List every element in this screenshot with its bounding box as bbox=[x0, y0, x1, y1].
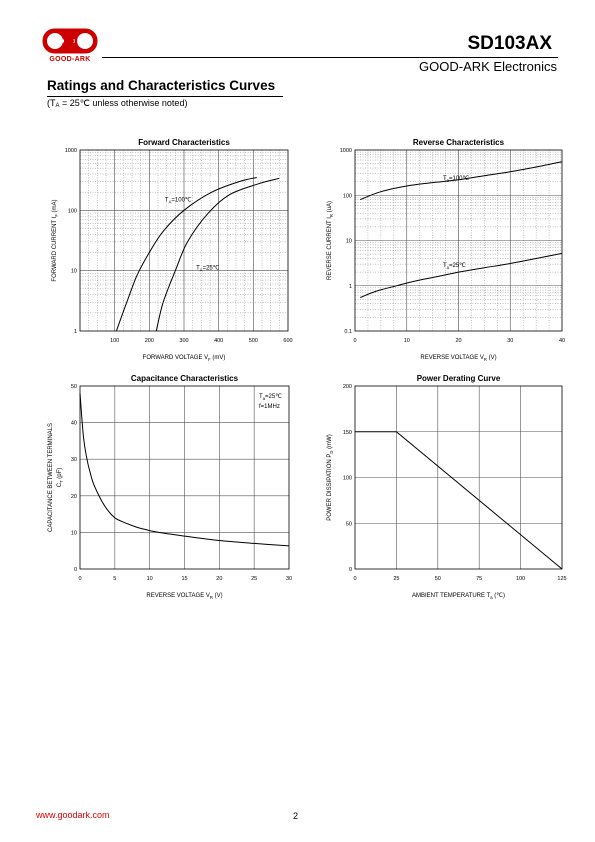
note-prefix: (T bbox=[47, 98, 56, 108]
x-tick-label: 10 bbox=[404, 338, 410, 344]
y-tick-label: 10 bbox=[71, 530, 77, 536]
plot-frame bbox=[79, 385, 290, 570]
x-tick-label: 100 bbox=[516, 576, 525, 582]
section-title: Ratings and Characteristics Curves bbox=[47, 78, 276, 93]
header-rule bbox=[102, 57, 558, 58]
y-tick-label: 1000 bbox=[65, 148, 77, 154]
x-tick-label: 10 bbox=[147, 576, 153, 582]
series-label-0: TA=100℃ bbox=[165, 198, 192, 205]
y-tick-label: 0 bbox=[74, 567, 77, 573]
series-line-0 bbox=[360, 161, 563, 201]
y-axis-label: FORWARD CURRENT IF (mA) bbox=[52, 199, 59, 281]
x-tick-label: 30 bbox=[507, 338, 513, 344]
x-tick-label: 75 bbox=[476, 576, 482, 582]
y-tick-label: 1 bbox=[349, 284, 352, 290]
chart-title: Forward Characteristics bbox=[138, 138, 230, 147]
y-tick-label: 10 bbox=[71, 269, 77, 275]
company-name: GOOD-ARK Electronics bbox=[419, 59, 557, 74]
annotation-frequency: f=1MHz bbox=[259, 404, 280, 410]
series-line-0 bbox=[115, 177, 257, 332]
section-note: (TA = 25℃ unless otherwise noted) bbox=[47, 98, 187, 109]
power-derating-chart: Power Derating Curve 0 25 50 75 100 125 0 50 100 1… bbox=[327, 374, 567, 600]
x-tick-label: 25 bbox=[251, 576, 257, 582]
x-tick-label: 30 bbox=[286, 576, 292, 582]
x-tick-label: 500 bbox=[249, 338, 258, 344]
logo-text: GOOD-ARK bbox=[49, 56, 91, 63]
plot-frame bbox=[354, 385, 563, 570]
y-tick-label: 100 bbox=[343, 476, 352, 482]
y-tick-label: 0.1 bbox=[344, 329, 352, 335]
forward-characteristics-chart: Forward Characteristics 100 200 300 400 500 60… bbox=[52, 138, 293, 362]
chart-title: Power Derating Curve bbox=[417, 374, 501, 383]
x-axis-label: REVERSE VOLTAGE VR (V) bbox=[146, 593, 222, 600]
footer-website-link[interactable]: www.goodark.com bbox=[36, 810, 110, 820]
y-tick-label: 0 bbox=[349, 567, 352, 573]
reverse-characteristics-chart: Reverse Characteristics 0 10 20 30 40 0.1 1 10 10… bbox=[327, 138, 565, 362]
y-tick-label: 100 bbox=[343, 193, 352, 199]
x-tick-label: 50 bbox=[435, 576, 441, 582]
good-ark-logo bbox=[42, 28, 98, 54]
series-label-0: Ta=100℃ bbox=[443, 176, 470, 183]
y-axis-label: POWER DISSIPATION PD (mW) bbox=[327, 434, 334, 520]
page-number: 2 bbox=[293, 811, 299, 821]
series-label-1: TA=25℃ bbox=[196, 265, 220, 272]
x-tick-label: 40 bbox=[559, 338, 565, 344]
x-axis-label: AMBIENT TEMPERATURE Ta (℃) bbox=[412, 593, 505, 600]
chart-title: Reverse Characteristics bbox=[413, 138, 505, 147]
y-axis-label-symbol: CT (pF) bbox=[57, 468, 64, 488]
x-tick-label: 300 bbox=[179, 338, 188, 344]
note-suffix: = 25℃ unless otherwise noted) bbox=[59, 98, 188, 108]
x-axis-label: FORWARD VOLTAGE VF (mV) bbox=[143, 355, 226, 362]
x-axis-label: REVERSE VOLTAGE VR (V) bbox=[420, 355, 496, 362]
x-tick-label: 15 bbox=[181, 576, 187, 582]
chart-title: Capacitance Characteristics bbox=[131, 374, 239, 383]
y-tick-label: 10 bbox=[346, 239, 352, 245]
x-tick-label: 20 bbox=[455, 338, 461, 344]
x-tick-label: 5 bbox=[113, 576, 116, 582]
x-tick-label: 600 bbox=[283, 338, 292, 344]
y-tick-label: 40 bbox=[71, 421, 77, 427]
y-tick-label: 150 bbox=[343, 430, 352, 436]
plot-frame bbox=[79, 149, 289, 332]
series-line-1 bbox=[155, 177, 280, 332]
x-tick-label: 0 bbox=[353, 576, 356, 582]
x-tick-label: 125 bbox=[557, 576, 566, 582]
section-title-underline bbox=[47, 96, 283, 97]
x-tick-label: 200 bbox=[145, 338, 154, 344]
y-tick-label: 200 bbox=[343, 384, 352, 390]
y-tick-label: 50 bbox=[346, 521, 352, 527]
part-number: SD103AX bbox=[467, 33, 553, 54]
y-tick-label: 30 bbox=[71, 457, 77, 463]
series-label-1: Ta=25℃ bbox=[443, 263, 466, 270]
series-line-0 bbox=[79, 393, 290, 547]
y-tick-label: 20 bbox=[71, 494, 77, 500]
series-line-1 bbox=[360, 252, 563, 298]
capacitance-characteristics-chart: Capacitance Characteristics 0 5 10 15 20 25 30 0… bbox=[48, 374, 292, 600]
x-tick-label: 20 bbox=[216, 576, 222, 582]
y-tick-label: 1000 bbox=[340, 148, 352, 154]
x-tick-label: 25 bbox=[393, 576, 399, 582]
x-tick-label: 0 bbox=[353, 338, 356, 344]
y-axis-label: CAPACITANCE BETWEEN TERMINALS bbox=[48, 423, 54, 532]
y-tick-label: 100 bbox=[68, 208, 77, 214]
x-tick-label: 0 bbox=[78, 576, 81, 582]
y-tick-label: 1 bbox=[74, 329, 77, 335]
annotation-temperature: Ta=25℃ bbox=[259, 394, 282, 401]
x-tick-label: 400 bbox=[214, 338, 223, 344]
y-tick-label: 50 bbox=[71, 384, 77, 390]
series-line-0 bbox=[355, 431, 563, 570]
y-axis-label: REVERSE CURRENT IR (uA) bbox=[327, 201, 334, 280]
x-tick-label: 100 bbox=[110, 338, 119, 344]
note-subscript: A bbox=[55, 103, 60, 109]
plot-frame bbox=[354, 149, 563, 332]
